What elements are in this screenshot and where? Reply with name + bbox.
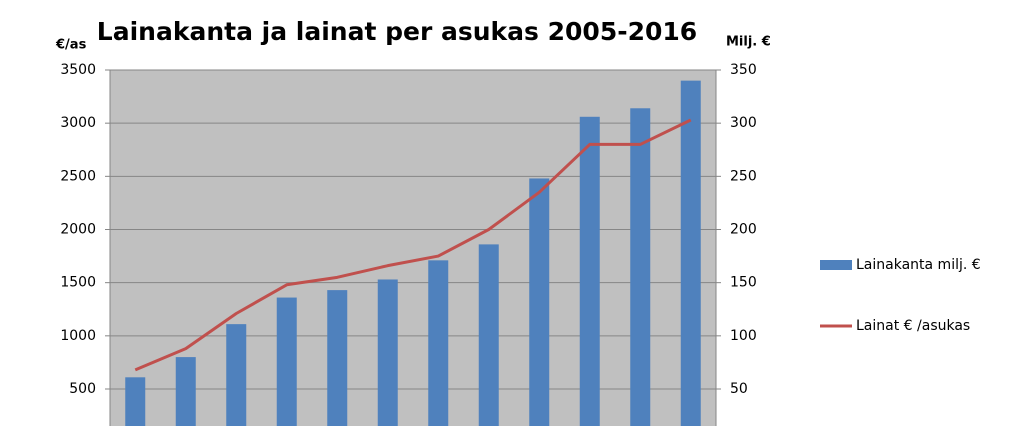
bar xyxy=(579,116,600,430)
y2-tick-label: 200 xyxy=(730,222,757,238)
bar xyxy=(226,324,247,430)
y2-tick-label: 150 xyxy=(730,275,757,291)
legend-label: Lainat € /asukas xyxy=(856,318,970,334)
y-tick-label: 500 xyxy=(69,381,96,397)
y-tick-label: 1500 xyxy=(60,275,96,291)
chart-title: Lainakanta ja lainat per asukas 2005-201… xyxy=(97,17,697,46)
y2-tick-label: 50 xyxy=(730,381,748,397)
bar xyxy=(680,80,701,430)
y2-tick-label: 250 xyxy=(730,168,757,184)
bar xyxy=(175,357,196,430)
bar xyxy=(276,297,297,430)
y2-axis-label: Milj. € xyxy=(726,35,771,50)
y-tick-label: 1000 xyxy=(60,328,96,344)
y-tick-label: 2000 xyxy=(60,222,96,238)
y-tick-label: 3000 xyxy=(60,115,96,131)
y-tick-label: 2500 xyxy=(60,168,96,184)
plot-area xyxy=(110,70,716,430)
line xyxy=(134,118,692,372)
y2-tick-label: 300 xyxy=(730,115,757,131)
y-axis-label: €/as xyxy=(55,38,87,53)
bar xyxy=(428,260,449,430)
bar xyxy=(630,108,651,430)
bar xyxy=(377,279,398,430)
legend-label: Lainakanta milj. € xyxy=(856,257,981,273)
bar xyxy=(327,290,348,430)
y2-tick-label: 350 xyxy=(730,62,757,78)
y-tick-label: 3500 xyxy=(60,62,96,78)
legend-swatch xyxy=(820,260,852,270)
y2-tick-label: 100 xyxy=(730,328,757,344)
bar xyxy=(478,244,499,430)
bar xyxy=(529,178,550,430)
bar xyxy=(125,377,146,430)
